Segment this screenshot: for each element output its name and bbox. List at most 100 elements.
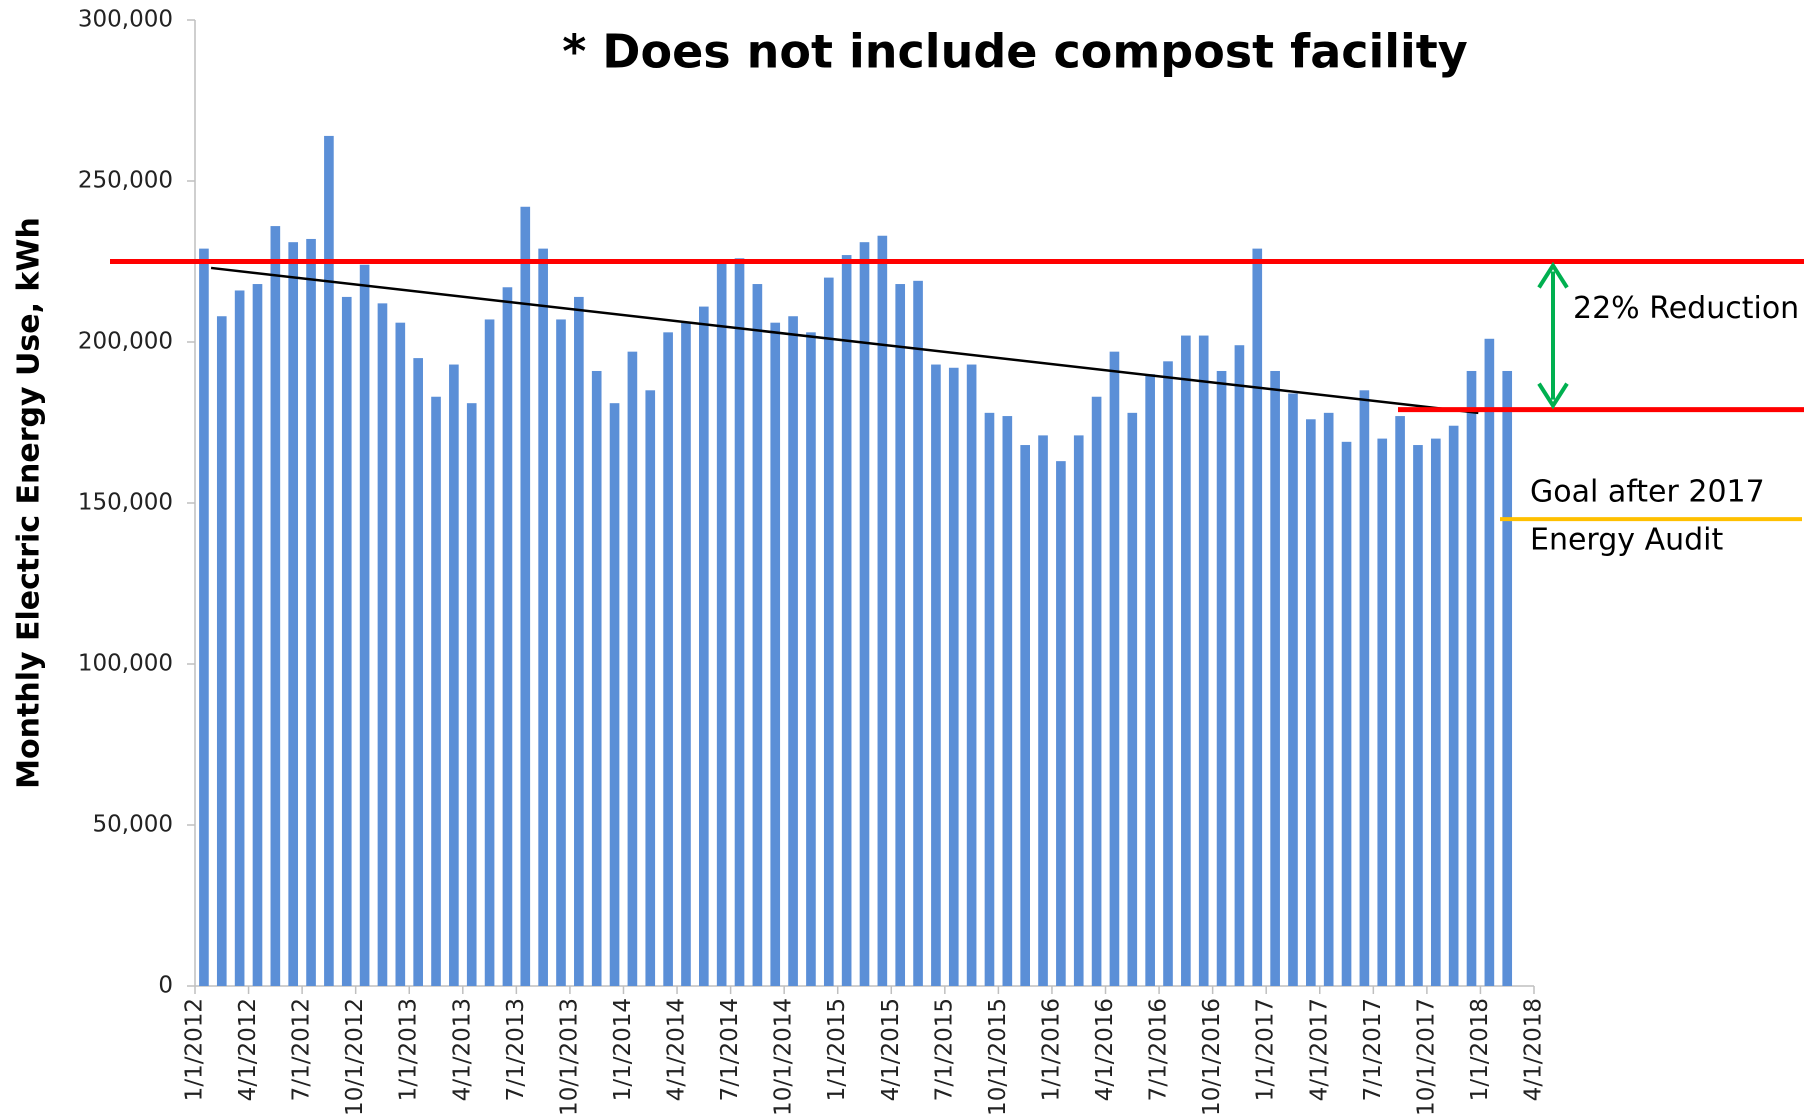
- bar: [1216, 370, 1227, 987]
- bar: [1127, 412, 1138, 987]
- bar: [788, 316, 798, 986]
- x-tick-label: 1/1/2018: [1467, 998, 1493, 1101]
- bar: [216, 316, 227, 986]
- bar: [449, 364, 459, 986]
- x-tick-label: 7/1/2013: [503, 998, 529, 1101]
- bar: [1198, 335, 1209, 986]
- bar: [395, 322, 406, 986]
- y-tick-label: 150,000: [78, 490, 173, 516]
- goal-label: Energy Audit: [1530, 523, 1723, 558]
- bar: [1073, 435, 1084, 986]
- bar: [1413, 445, 1423, 986]
- bar: [1091, 396, 1102, 986]
- bar: [627, 351, 638, 986]
- bar: [895, 284, 906, 986]
- y-tick-label: 200,000: [78, 329, 173, 355]
- bar: [1448, 425, 1459, 987]
- bar: [234, 290, 245, 987]
- bar: [734, 258, 745, 986]
- bar: [1270, 370, 1280, 987]
- x-tick-label: 4/1/2015: [878, 998, 904, 1101]
- bar: [841, 255, 852, 986]
- bar: [1288, 393, 1298, 986]
- x-tick-label: 10/1/2015: [985, 998, 1011, 1115]
- x-tick-label: 1/1/2013: [396, 998, 422, 1101]
- bar: [984, 412, 995, 987]
- bar: [431, 396, 441, 986]
- x-tick-label: 7/1/2014: [717, 998, 743, 1101]
- bar: [502, 287, 513, 986]
- bar: [1359, 390, 1370, 986]
- bar: [377, 303, 388, 986]
- bar: [520, 206, 531, 986]
- bar: [574, 296, 584, 986]
- x-tick-label: 4/1/2013: [449, 998, 475, 1101]
- bar: [1466, 370, 1477, 987]
- x-tick-label: 1/1/2017: [1253, 998, 1279, 1101]
- bar: [1145, 374, 1155, 986]
- bar: [1377, 438, 1388, 987]
- y-axis-label: Monthly Electric Energy Use, kWh: [12, 217, 47, 789]
- bar: [252, 284, 263, 986]
- goal-label: Goal after 2017: [1530, 475, 1765, 510]
- bar: [823, 277, 834, 987]
- bar: [645, 390, 656, 986]
- x-tick-label: 1/1/2016: [1038, 998, 1064, 1101]
- y-tick-label: 50,000: [93, 812, 173, 838]
- x-tick-label: 1/1/2015: [824, 998, 850, 1101]
- bar: [538, 248, 548, 986]
- x-tick-label: 1/1/2012: [182, 998, 208, 1101]
- bar: [698, 306, 709, 987]
- bar: [270, 226, 281, 986]
- bar: [306, 238, 316, 986]
- bar: [716, 261, 727, 986]
- bar: [1056, 461, 1066, 986]
- bar: [1395, 416, 1405, 986]
- bar: [663, 332, 673, 987]
- x-tick-label: 7/1/2012: [289, 998, 315, 1101]
- trend-line: [210, 266, 1479, 415]
- bar: [324, 135, 334, 987]
- bar: [859, 242, 870, 986]
- x-tick-label: 10/1/2012: [342, 998, 368, 1115]
- bar: [413, 358, 423, 987]
- x-tick-label: 7/1/2016: [1146, 998, 1172, 1101]
- bar: [1181, 335, 1191, 986]
- bar: [931, 364, 941, 986]
- bar: [556, 319, 566, 987]
- x-tick-label: 10/1/2013: [556, 998, 582, 1115]
- bar: [1430, 438, 1441, 987]
- x-tick-label: 7/1/2017: [1360, 998, 1386, 1101]
- bar: [609, 403, 620, 986]
- bar: [913, 280, 923, 986]
- bar: [1163, 361, 1173, 986]
- bar: [681, 322, 691, 986]
- bar: [1038, 435, 1048, 986]
- bar: [288, 242, 299, 986]
- bar: [948, 367, 959, 986]
- bar: [1109, 351, 1120, 986]
- reduction-label: 22% Reduction: [1573, 291, 1799, 326]
- bar: [1234, 345, 1245, 987]
- chart-title: * Does not include compost facility: [562, 25, 1468, 79]
- bar: [199, 248, 209, 986]
- bar: [1002, 416, 1013, 986]
- bar: [359, 264, 370, 987]
- y-tick-label: 250,000: [78, 168, 173, 194]
- bar: [1502, 370, 1513, 987]
- y-tick-label: 0: [158, 973, 173, 999]
- arrow-head: [1537, 261, 1569, 289]
- bar: [466, 403, 477, 986]
- bar: [966, 364, 977, 986]
- bar: [806, 332, 816, 987]
- x-tick-label: 10/1/2017: [1413, 998, 1439, 1115]
- bar: [1323, 412, 1334, 987]
- bar: [1020, 445, 1031, 986]
- y-tick-label: 100,000: [78, 651, 173, 677]
- x-tick-label: 10/1/2016: [1199, 998, 1225, 1115]
- x-tick-label: 4/1/2016: [1092, 998, 1118, 1101]
- bar: [591, 370, 602, 987]
- bar: [877, 235, 888, 987]
- bar: [1252, 248, 1263, 986]
- x-tick-label: 1/1/2014: [610, 998, 636, 1101]
